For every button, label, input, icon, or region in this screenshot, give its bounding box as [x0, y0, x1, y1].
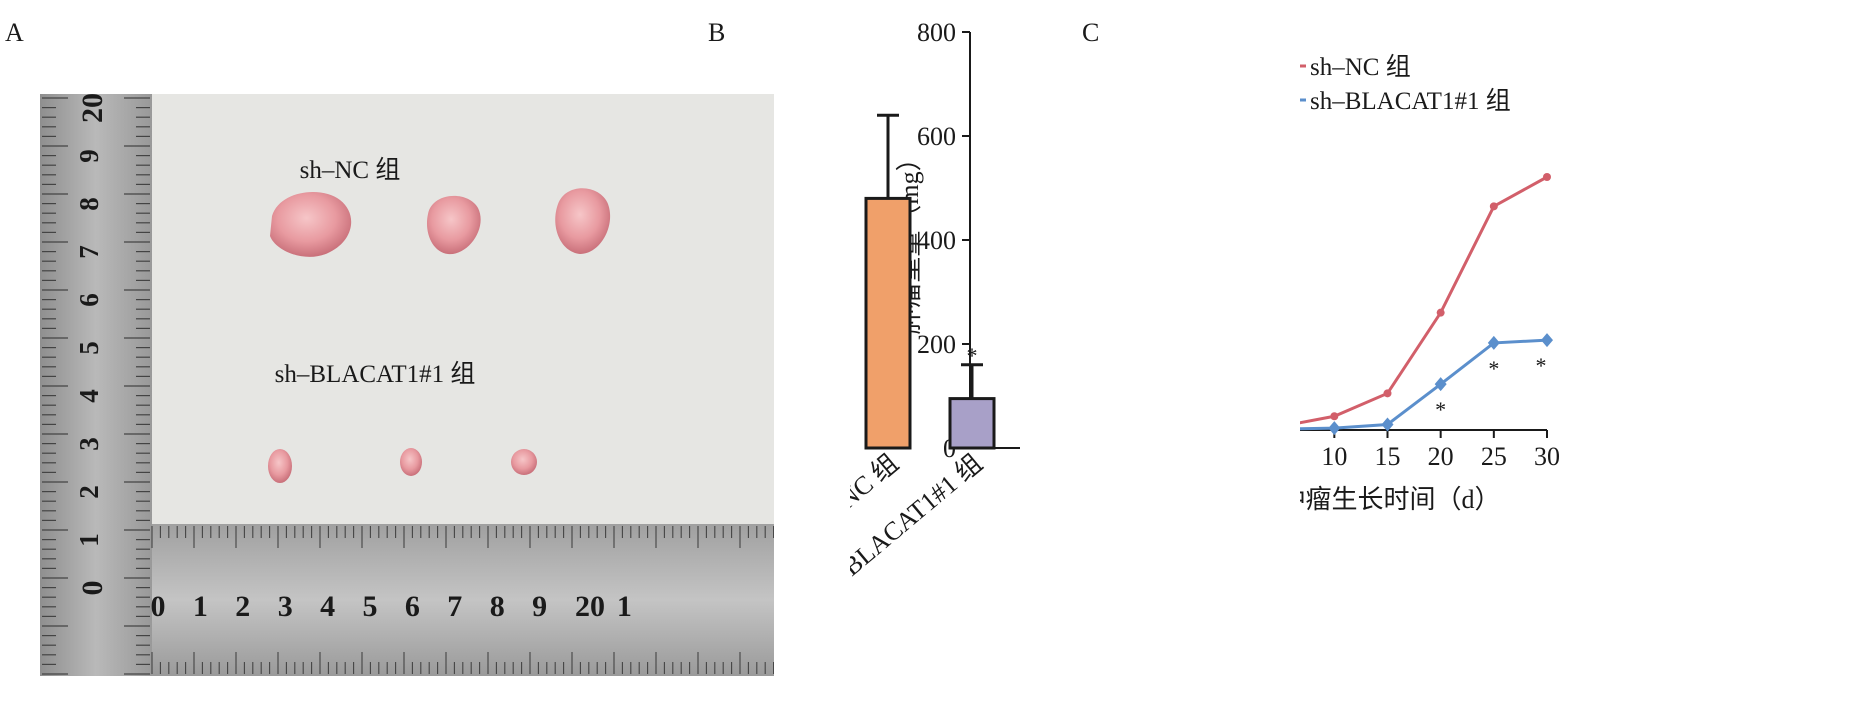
- line-significance-mark: *: [1435, 397, 1446, 422]
- horizontal-ruler-ticks: [151, 526, 774, 674]
- horizontal-ruler-digit: 4: [320, 590, 335, 623]
- legend-label-2: sh–BLACAT1#1 组: [1310, 87, 1511, 115]
- horizontal-ruler-digit: 1: [617, 590, 632, 623]
- line-point-1: [1436, 308, 1445, 317]
- panel-b-letter: B: [708, 18, 726, 47]
- vertical-ruler-digit: 2: [74, 485, 104, 499]
- line-point-2: [1328, 421, 1341, 436]
- vertical-ruler-digit: 20: [76, 94, 109, 123]
- horizontal-ruler-digit: 0: [151, 590, 166, 623]
- horizontal-ruler: [152, 524, 774, 676]
- label-sh-blacat1: sh–BLACAT1#1 组: [275, 360, 476, 388]
- vertical-ruler-digit: 3: [74, 437, 104, 451]
- vertical-ruler-digits: 20 9 8 7 6 5 4 3 2 1 0: [74, 94, 109, 596]
- vertical-ruler-digit: 0: [76, 581, 109, 596]
- tumor-blacat1-3: [511, 449, 537, 475]
- bar-y-tick-label: 400: [917, 226, 956, 255]
- line-significance-mark: *: [1488, 356, 1499, 381]
- bar-1: [864, 196, 912, 450]
- bar-y-tick-label: 600: [917, 122, 956, 151]
- bar-y-tick-label: 800: [917, 18, 956, 47]
- vertical-ruler-digit: 5: [74, 341, 104, 355]
- vertical-ruler-ticks: [42, 97, 150, 675]
- bar-y-tick-label: 200: [917, 330, 956, 359]
- horizontal-ruler-digit: 9: [532, 590, 547, 623]
- tumor-nc-1: [270, 192, 352, 257]
- tumor-nc-2: [426, 195, 481, 255]
- horizontal-ruler-digit: 7: [447, 590, 462, 623]
- line-x-tick-label: 25: [1481, 442, 1507, 471]
- paper-area: [150, 94, 774, 524]
- horizontal-ruler-digit: 5: [363, 590, 378, 623]
- tumor-photo: 20 9 8 7 6 5 4 3 2 1 0 0 1 2 3 4 5 6 7 8 9 20 1 sh–NC 组 sh–BL…: [40, 94, 774, 676]
- line-point-2: [1487, 335, 1500, 350]
- line-series-1: [1300, 175, 1548, 425]
- horizontal-ruler-digit: 20: [575, 590, 605, 623]
- horizontal-ruler-digit: 1: [193, 590, 208, 623]
- horizontal-ruler-digit: 3: [278, 590, 293, 623]
- line-significance-mark: *: [1536, 353, 1547, 378]
- vertical-ruler-digit: 4: [74, 389, 104, 403]
- line-point-2: [1541, 333, 1553, 348]
- line-point-1: [1543, 173, 1551, 181]
- legend-label-1: sh–NC 组: [1310, 53, 1411, 81]
- bar-chart: 0200400600800肿瘤重量（mg）sh–NC 组*sh–BLACAT1#…: [850, 18, 1020, 605]
- line-x-tick-label: 15: [1375, 442, 1401, 471]
- horizontal-ruler-digit: 6: [405, 590, 420, 623]
- line-point-2: [1434, 377, 1447, 392]
- tumor-blacat1-2: [400, 448, 422, 476]
- horizontal-ruler-digit: 8: [490, 590, 505, 623]
- line-x-tick-label: 30: [1534, 442, 1560, 471]
- panel-c-letter: C: [1082, 18, 1100, 47]
- vertical-ruler-digit: 8: [74, 197, 104, 211]
- line-chart: 05001 0001 50051015202530肿瘤生长时间（d）肿瘤体积（m…: [1300, 53, 1560, 514]
- vertical-ruler-digit: 9: [74, 149, 104, 163]
- panel-a-letter: A: [5, 18, 24, 47]
- line-point-1: [1330, 412, 1339, 421]
- bar-significance-mark: *: [967, 343, 978, 368]
- line-x-tick-label: 10: [1321, 442, 1347, 471]
- line-x-tick-label: 20: [1428, 442, 1454, 471]
- horizontal-ruler-digit: 2: [235, 590, 250, 623]
- tumor-nc-3: [555, 188, 611, 254]
- line-point-1: [1489, 202, 1498, 211]
- vertical-ruler-digit: 7: [74, 245, 104, 259]
- tumor-blacat1-1: [268, 449, 292, 483]
- vertical-ruler-digit: 1: [74, 533, 104, 547]
- vertical-ruler-digit: 6: [74, 293, 104, 307]
- label-sh-nc: sh–NC 组: [300, 156, 401, 184]
- line-x-axis-label: 肿瘤生长时间（d）: [1300, 485, 1501, 514]
- line-point-1: [1383, 389, 1392, 398]
- vertical-ruler: [40, 94, 152, 676]
- horizontal-ruler-digits: 0 1 2 3 4 5 6 7 8 9 20 1: [151, 590, 632, 623]
- bar-2: [948, 397, 996, 450]
- line-point-2: [1381, 417, 1394, 432]
